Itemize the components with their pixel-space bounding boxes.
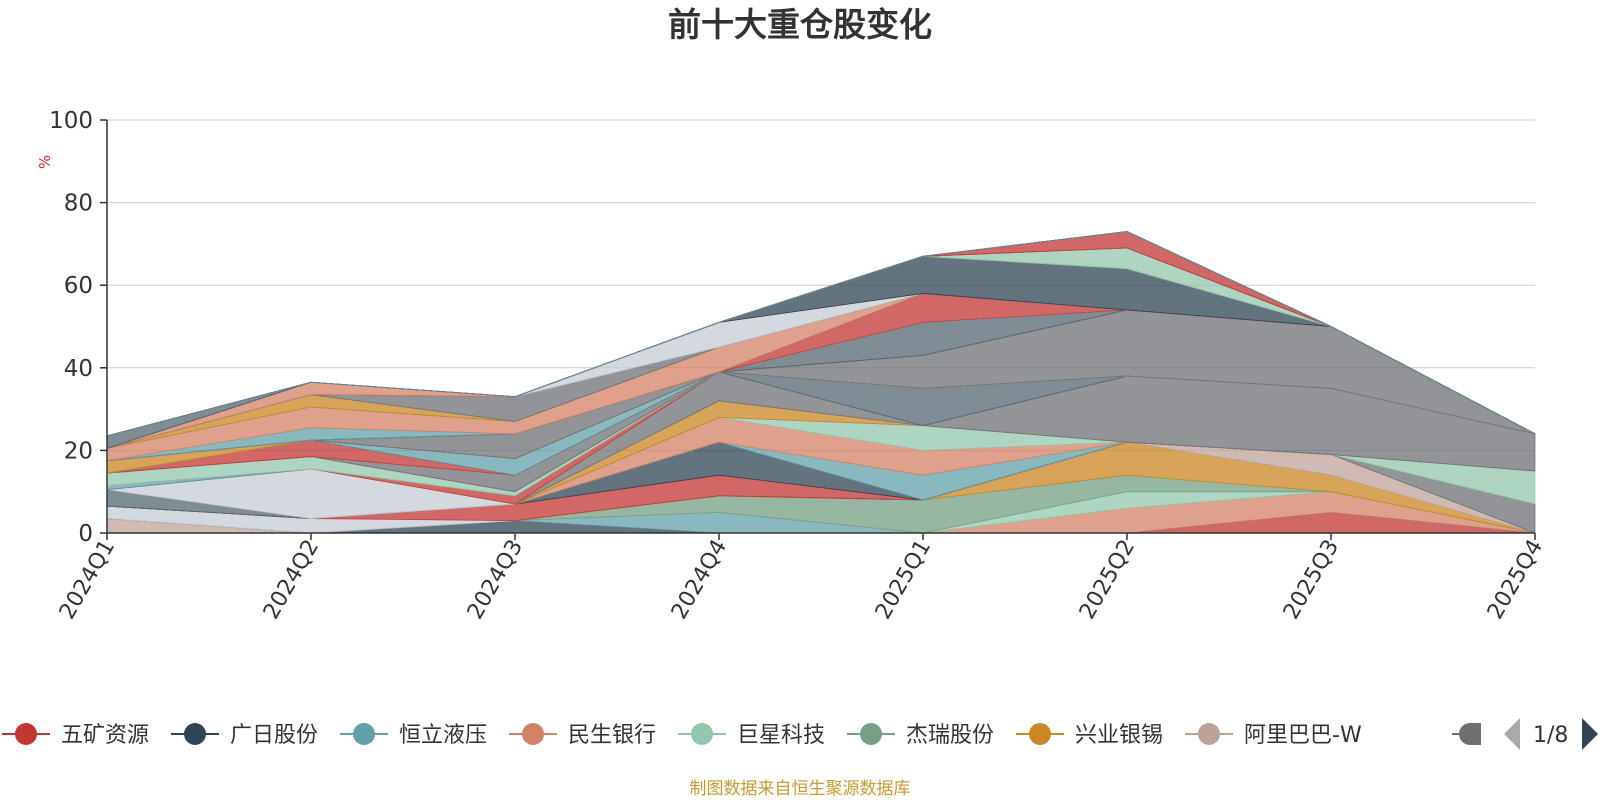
legend-page-indicator: 1/8 [1533, 723, 1568, 748]
y-axis-label: % [36, 155, 54, 169]
legend-label: 民生银行 [568, 723, 656, 748]
x-tick-label: 2024Q2 [259, 536, 324, 624]
legend-item-1[interactable]: 五矿资源 [2, 723, 149, 748]
legend-marker [691, 723, 713, 745]
legend-next-page-icon[interactable] [1582, 718, 1598, 750]
legend-marker [15, 723, 37, 745]
legend-label: 广日股份 [230, 723, 318, 748]
legend-label: 巨星科技 [737, 723, 825, 748]
y-tick-label: 0 [78, 521, 93, 547]
data-source-note: 制图数据来自恒生聚源数据库 [689, 779, 911, 799]
x-tick-label: 2025Q1 [871, 536, 936, 624]
legend-item-4[interactable]: 民生银行 [509, 723, 656, 748]
legend-marker [184, 723, 206, 745]
legend-item-5[interactable]: 巨星科技 [678, 723, 825, 748]
x-tick-label: 2024Q3 [463, 536, 528, 624]
legend-label: 恒立液压 [399, 723, 487, 748]
legend-marker [1198, 723, 1220, 745]
y-tick-label: 40 [64, 356, 93, 382]
chart-title: 前十大重仓股变化 [668, 5, 932, 44]
legend-item-3[interactable]: 恒立液压 [340, 723, 487, 748]
legend-marker-partial [1459, 723, 1481, 745]
x-tick-label: 2025Q3 [1279, 536, 1344, 624]
y-tick-label: 100 [49, 108, 93, 134]
legend-item-6[interactable]: 杰瑞股份 [847, 723, 994, 748]
legend-marker [860, 723, 882, 745]
legend-label: 兴业银锡 [1075, 723, 1163, 748]
legend-item-2[interactable]: 广日股份 [171, 723, 318, 748]
x-tick-label: 2024Q1 [55, 536, 120, 624]
x-tick-label: 2025Q2 [1075, 536, 1140, 624]
x-tick-label: 2024Q4 [667, 536, 732, 624]
y-tick-label: 80 [64, 191, 93, 217]
legend-marker [522, 723, 544, 745]
stacked-area-chart: 0 20 40 60 80 100% 2024Q1 2024Q2 2024Q3 2024Q4 202… [2, 108, 1598, 750]
legend-label: 杰瑞股份 [906, 723, 994, 748]
legend-item-8[interactable]: 阿里巴巴-W [1185, 723, 1362, 748]
x-tick-label: 2025Q4 [1483, 536, 1548, 624]
legend-marker [353, 723, 375, 745]
legend-label: 阿里巴巴-W [1244, 723, 1362, 748]
legend-marker [1029, 723, 1051, 745]
legend-prev-page-icon[interactable] [1504, 718, 1520, 750]
legend-item-7[interactable]: 兴业银锡 [1016, 723, 1163, 748]
area-series-80 [106, 231, 1536, 437]
y-tick-label: 60 [64, 273, 93, 299]
legend-label: 五矿资源 [61, 723, 149, 748]
y-tick-label: 20 [64, 438, 93, 464]
